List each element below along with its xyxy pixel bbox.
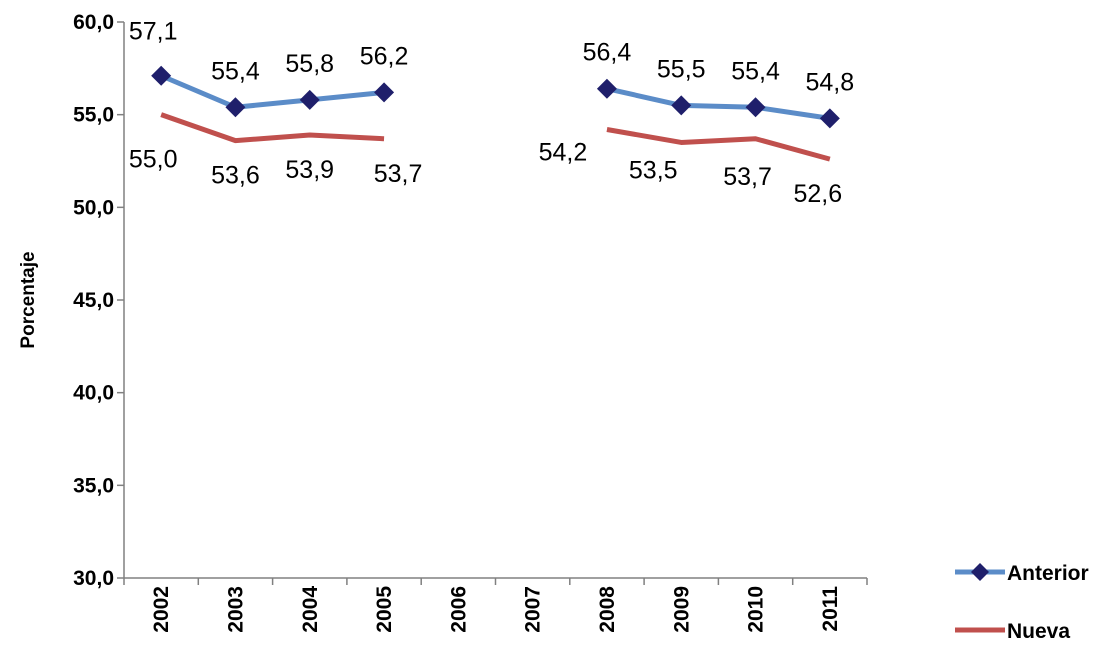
data-labels: 57,1 55,4 55,8 56,2 56,4 55,5 55,4 54,8 55,0 53,6… [129,18,854,208]
data-label-nueva: 53,6 [211,162,260,190]
data-point-anterior [819,108,840,129]
x-tick-label: 2009 [670,586,693,633]
y-tick-label: 50,0 [73,196,114,219]
x-tick-label: 2011 [819,586,842,632]
data-label-nueva: 53,9 [285,156,334,184]
data-point-anterior [596,78,617,99]
data-point-anterior [745,97,766,118]
y-tick-label: 30,0 [73,567,114,590]
legend-item-anterior: Anterior [955,562,1089,585]
data-label-nueva: 52,6 [794,180,843,208]
data-point-anterior [151,65,172,86]
x-tick-label: 2003 [224,586,247,633]
data-label-anterior: 55,4 [731,57,780,85]
x-tick-label: 2007 [522,586,545,633]
data-point-anterior [299,89,320,110]
data-point-anterior [671,95,692,116]
data-label-nueva: 55,0 [129,146,178,174]
data-label-anterior: 56,4 [583,39,632,67]
data-point-anterior [225,97,246,118]
legend: Anterior Nueva [955,562,1089,643]
series-line-anterior [606,86,831,121]
data-label-anterior: 57,1 [129,18,178,46]
data-label-nueva: 54,2 [539,138,588,166]
legend-item-nueva: Nueva [955,620,1070,643]
data-point-anterior [374,82,395,103]
series-line-anterior [160,73,385,110]
x-tick-label: 2002 [150,586,173,633]
data-label-anterior: 55,5 [657,55,706,83]
y-tick-label: 35,0 [73,474,114,497]
y-tick-label: 60,0 [73,11,114,34]
y-axis: 30,0 35,0 40,0 45,0 50,0 55,0 60,0 [73,11,125,590]
data-label-anterior: 56,2 [360,42,409,70]
x-tick-label: 2006 [447,586,470,633]
legend-label-anterior: Anterior [1007,562,1089,585]
y-tick-label: 45,0 [73,289,114,312]
legend-label-nueva: Nueva [1007,620,1070,643]
y-tick-label: 55,0 [73,104,114,127]
y-axis-label: Porcentaje [18,251,39,348]
x-tick-label: 2004 [299,586,322,633]
x-tick-label: 2010 [745,586,768,633]
data-label-nueva: 53,7 [723,163,772,191]
series-line-nueva [606,127,831,162]
x-tick-label: 2005 [373,586,396,633]
data-label-anterior: 54,8 [806,68,855,96]
data-label-nueva: 53,7 [374,160,423,188]
data-label-anterior: 55,8 [285,50,334,78]
y-tick-label: 40,0 [73,382,114,405]
x-tick-label: 2008 [596,586,619,633]
data-label-nueva: 53,5 [629,156,678,184]
series-layer [151,65,840,162]
series-line-nueva [160,112,385,144]
x-axis: 2002 2003 2004 2005 2006 2007 2008 2009 2010 2011 [123,577,868,633]
data-label-anterior: 55,4 [211,57,260,85]
